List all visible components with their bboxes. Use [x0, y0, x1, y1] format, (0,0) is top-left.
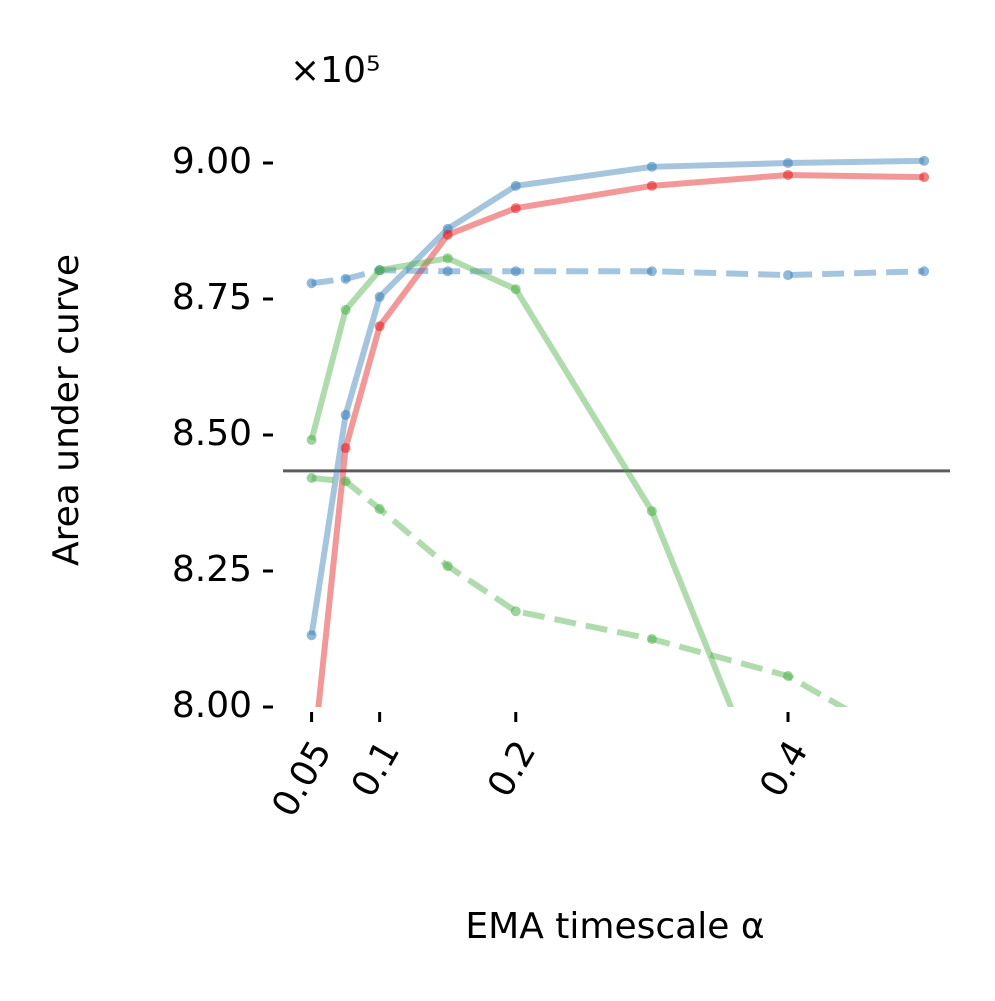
y-tick-label: 8.25	[172, 549, 252, 590]
x-tick-label: 0.4	[752, 734, 816, 804]
point	[306, 278, 317, 289]
point	[306, 630, 317, 641]
series-line	[311, 267, 925, 287]
point	[919, 266, 930, 277]
point	[340, 476, 351, 487]
point	[783, 169, 794, 180]
series-line	[308, 157, 925, 636]
y-axis-label: Area under curve	[46, 254, 87, 566]
x-tick-label: 0.1	[344, 734, 408, 804]
point	[340, 409, 351, 420]
point	[646, 161, 657, 172]
point	[783, 270, 794, 281]
point	[442, 229, 453, 240]
point	[510, 180, 521, 191]
y-tick-label: 9.00	[172, 141, 252, 182]
point	[783, 158, 794, 168]
point	[442, 253, 453, 264]
x-tick-label: 0.2	[480, 734, 544, 804]
y-tick-label: 8.50	[172, 413, 252, 454]
point	[510, 606, 521, 617]
point	[510, 266, 521, 277]
x-axis-label: EMA timescale α	[465, 906, 764, 947]
offset-label: ×10⁵	[290, 50, 380, 91]
point	[374, 265, 385, 276]
point	[919, 749, 929, 759]
point	[340, 273, 351, 284]
plot-area	[283, 155, 950, 853]
point	[783, 843, 793, 853]
y-tick-label: 8.00	[172, 685, 252, 726]
point	[510, 203, 521, 214]
point	[442, 266, 453, 277]
point	[306, 472, 317, 483]
series-line	[315, 171, 925, 707]
series-line	[311, 474, 849, 707]
y-tick-label: 8.75	[172, 277, 252, 318]
point	[783, 670, 794, 681]
point	[919, 172, 930, 183]
point	[340, 443, 351, 454]
x-tick-label: 0.05	[264, 734, 340, 824]
point	[646, 266, 657, 277]
point	[646, 180, 657, 191]
point	[442, 561, 453, 572]
point	[919, 155, 930, 166]
point	[340, 304, 351, 315]
point	[374, 503, 385, 514]
point	[374, 321, 385, 332]
point	[646, 506, 657, 517]
point	[510, 284, 521, 295]
point	[646, 634, 657, 644]
point	[306, 434, 317, 445]
point	[374, 291, 385, 302]
